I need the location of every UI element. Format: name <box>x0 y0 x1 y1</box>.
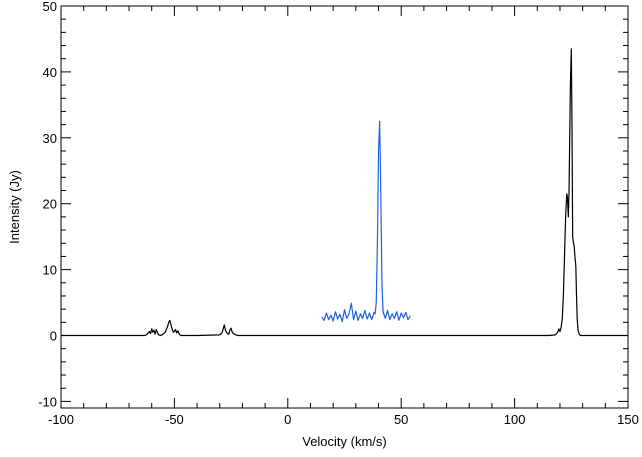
series-line-2 <box>321 120 411 323</box>
y-tick-label: 30 <box>43 131 57 146</box>
x-tick-label: 0 <box>284 412 291 427</box>
y-axis-label: Intensity (Jy) <box>7 170 22 244</box>
y-tick-label: 10 <box>43 263 57 278</box>
y-tick-label: 20 <box>43 197 57 212</box>
y-tick-label: 40 <box>43 65 57 80</box>
plot-frame <box>60 5 629 409</box>
y-tick-label: -10 <box>38 394 57 409</box>
x-tick-label: -50 <box>165 412 184 427</box>
y-tick-label: 50 <box>43 0 57 14</box>
x-axis-label: Velocity (km/s) <box>302 434 387 449</box>
series-layer <box>61 48 628 337</box>
series-line-1 <box>61 48 628 337</box>
minor-ticks <box>61 6 628 408</box>
x-tick-label: 150 <box>617 412 639 427</box>
x-tick-label: 100 <box>504 412 526 427</box>
y-tick-label: 0 <box>50 329 57 344</box>
x-tick-label: -100 <box>48 412 74 427</box>
x-tick-label: 50 <box>394 412 408 427</box>
